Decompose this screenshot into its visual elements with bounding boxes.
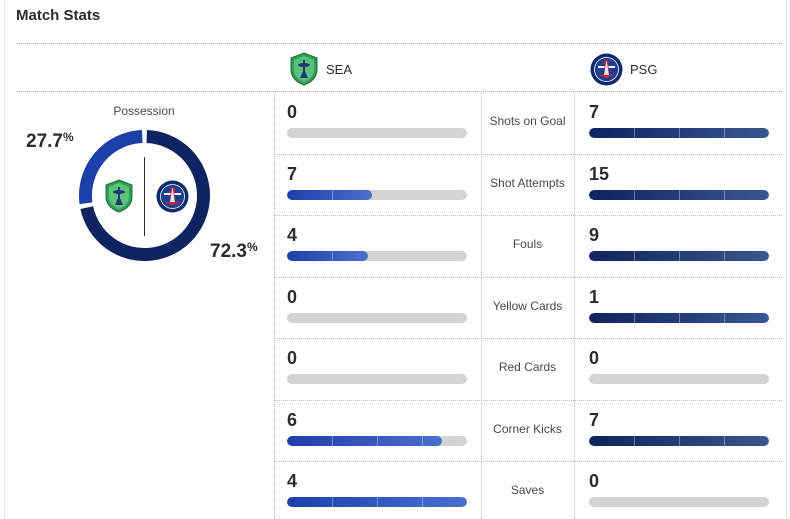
home-stat-value: 7: [287, 164, 298, 184]
away-stat-bar: [589, 190, 769, 200]
away-stat-value: 0: [589, 471, 600, 491]
home-possession-value: 27.7%: [26, 130, 74, 153]
home-stat-bar-fill: [287, 190, 372, 200]
possession-donut-chart: [79, 130, 210, 261]
stat-row-divider: [274, 215, 782, 216]
possession-label: Possession: [113, 104, 175, 118]
away-stat-bar-tick: [724, 313, 725, 323]
away-stat-bar-tick: [634, 190, 635, 200]
away-possession-value: 72.3%: [210, 240, 258, 263]
grid-vline-1: [274, 92, 275, 519]
stat-row-divider: [274, 461, 782, 462]
away-stat-value: 9: [589, 225, 600, 245]
away-team-abbr: PSG: [630, 61, 658, 77]
grid-vline-2: [481, 92, 482, 519]
away-stat-bar: [589, 436, 769, 446]
home-stat-bar: [287, 497, 467, 507]
away-stat-bar-fill: [589, 436, 769, 446]
home-stat-bar-fill: [287, 436, 442, 446]
away-stat-bar: [589, 128, 769, 138]
home-stat-bar: [287, 374, 467, 384]
away-stat-value: 1: [589, 287, 600, 307]
away-stat-bar-fill: [589, 313, 769, 323]
stat-row-divider: [274, 277, 782, 278]
away-possession-number: 72.3: [210, 241, 247, 262]
away-stat-bar-tick: [679, 128, 680, 138]
away-team-header[interactable]: PSG: [590, 50, 657, 88]
home-stat-bar-tick: [422, 497, 423, 507]
section-title: Match Stats: [16, 7, 101, 24]
home-stat-bar-tick: [332, 251, 333, 261]
home-possession-number: 27.7: [26, 131, 63, 152]
away-stat-bar-tick: [679, 436, 680, 446]
away-stat-value: 7: [589, 410, 600, 430]
home-stat-value: 4: [287, 225, 298, 245]
home-stat-bar-tick: [332, 436, 333, 446]
home-stat-bar-tick: [377, 497, 378, 507]
home-possession-unit: %: [62, 130, 74, 144]
header-divider: [16, 91, 782, 92]
home-stat-value: 6: [287, 410, 298, 430]
away-stat-bar: [589, 251, 769, 261]
away-stat-bar-tick: [724, 128, 725, 138]
away-stat-value: 0: [589, 348, 600, 368]
away-stat-bar-tick: [679, 313, 680, 323]
home-stat-bar-fill: [287, 251, 368, 261]
away-stat-bar-tick: [724, 190, 725, 200]
away-stat-bar: [589, 313, 769, 323]
away-stat-value: 15: [589, 164, 610, 184]
home-stat-value: 0: [287, 287, 298, 307]
away-possession-unit: %: [246, 240, 258, 254]
stat-label: Yellow Cards: [492, 299, 563, 313]
home-stat-bar: [287, 313, 467, 323]
away-stat-bar-tick: [679, 190, 680, 200]
away-stat-bar-tick: [679, 251, 680, 261]
home-stat-bar-tick: [332, 497, 333, 507]
away-stat-bar: [589, 497, 769, 507]
stat-label: Saves: [510, 483, 545, 497]
home-stat-bar: [287, 436, 467, 446]
panel-left-border: [4, 0, 5, 519]
home-stat-value: 4: [287, 471, 298, 491]
stat-label: Red Cards: [498, 360, 557, 374]
away-stat-bar-tick: [634, 436, 635, 446]
home-stat-bar-tick: [332, 190, 333, 200]
away-stat-bar-tick: [634, 313, 635, 323]
stat-label: Shots on Goal: [489, 114, 566, 128]
home-stat-bar: [287, 190, 467, 200]
home-possession-arc: [79, 130, 143, 205]
psg-crest-icon: [590, 53, 623, 85]
away-stat-bar-tick: [724, 251, 725, 261]
home-stat-bar: [287, 128, 467, 138]
home-stat-bar-tick: [377, 436, 378, 446]
away-stat-value: 7: [589, 102, 600, 122]
stat-row-divider: [274, 338, 782, 339]
away-stat-bar: [589, 374, 769, 384]
stat-label: Shot Attempts: [490, 176, 565, 190]
stat-label: Corner Kicks: [493, 422, 562, 436]
away-stat-bar-tick: [634, 251, 635, 261]
away-stat-bar-tick: [724, 436, 725, 446]
home-stat-bar: [287, 251, 467, 261]
away-possession-arc: [80, 130, 210, 261]
stat-label: Fouls: [512, 237, 543, 251]
away-stat-bar-fill: [589, 190, 769, 200]
donut-psg-crest-icon: [156, 180, 189, 213]
home-stat-bar-tick: [422, 436, 423, 446]
away-stat-bar-fill: [589, 128, 769, 138]
home-stat-bar-fill: [287, 497, 467, 507]
home-stat-value: 0: [287, 102, 298, 122]
home-stat-value: 0: [287, 348, 298, 368]
home-team-abbr: SEA: [326, 61, 353, 77]
sounders-crest-icon: [290, 52, 318, 86]
title-divider: [16, 43, 782, 44]
grid-vline-3: [574, 92, 575, 519]
away-stat-bar-tick: [634, 128, 635, 138]
stat-row-divider: [274, 400, 782, 401]
panel-right-border: [786, 0, 787, 519]
home-team-header[interactable]: SEA: [289, 50, 352, 88]
away-stat-bar-fill: [589, 251, 769, 261]
donut-sounders-crest-icon: [105, 179, 133, 213]
stat-row-divider: [274, 154, 782, 155]
